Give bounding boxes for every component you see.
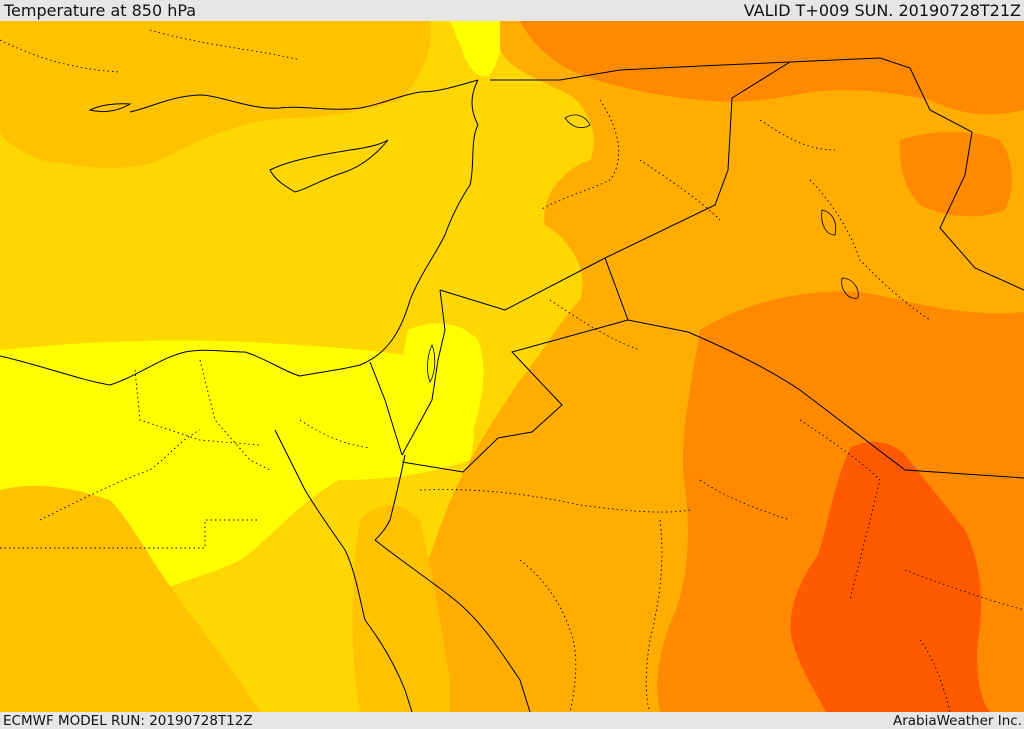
border-israel-jordan bbox=[401, 289, 446, 456]
lake-assad bbox=[564, 114, 591, 129]
provincial-boundaries bbox=[0, 29, 1024, 712]
water-features bbox=[427, 114, 859, 383]
coastlines bbox=[0, 79, 531, 712]
field-orange-northeast bbox=[520, 21, 1024, 115]
coast-turkey-south bbox=[129, 79, 479, 113]
coast-red-sea-east bbox=[374, 539, 531, 712]
border-egypt-israel bbox=[369, 361, 403, 456]
coast-cyprus bbox=[269, 139, 389, 193]
border-turkey-syria bbox=[490, 61, 791, 81]
field-light-yellow-sinai bbox=[401, 323, 484, 459]
map-title: Temperature at 850 hPa bbox=[4, 1, 197, 20]
border-jordan-saudi bbox=[401, 319, 629, 473]
coast-crete bbox=[88, 103, 132, 113]
coast-red-sea-west bbox=[364, 619, 413, 712]
iraq-lake bbox=[841, 277, 859, 299]
border-jordan-syria bbox=[439, 289, 506, 311]
field-amber-southwest bbox=[0, 485, 260, 712]
credit: ArabiaWeather Inc. bbox=[892, 712, 1022, 729]
field-orange-iraq bbox=[899, 131, 1012, 217]
footer-bar: ECMWF MODEL RUN: 20190728T12Z ArabiaWeat… bbox=[0, 712, 1024, 729]
field-amber-sinai-south bbox=[352, 505, 450, 712]
coast-egypt-levant bbox=[0, 79, 479, 386]
border-syria-iraq bbox=[604, 57, 911, 259]
coast-gulf-of-suez bbox=[274, 429, 366, 621]
valid-time: VALID T+009 SUN. 20190728T21Z bbox=[743, 1, 1021, 20]
dead-sea bbox=[427, 344, 436, 383]
lake-tharthar bbox=[821, 209, 837, 236]
field-deep-orange-core bbox=[790, 441, 990, 712]
header-bar: Temperature at 850 hPa VALID T+009 SUN. … bbox=[0, 0, 1024, 21]
border-saudi-iraq bbox=[627, 319, 1024, 479]
field-yellow-orange-aegean bbox=[280, 21, 360, 62]
field-light-yellow-north bbox=[450, 21, 502, 77]
temperature-map[interactable] bbox=[0, 21, 1024, 712]
border-iraq-iran bbox=[909, 67, 1024, 291]
coast-gulf-of-aqaba bbox=[374, 454, 406, 541]
political-borders bbox=[369, 57, 1024, 479]
model-run: ECMWF MODEL RUN: 20190728T12Z bbox=[3, 712, 253, 729]
